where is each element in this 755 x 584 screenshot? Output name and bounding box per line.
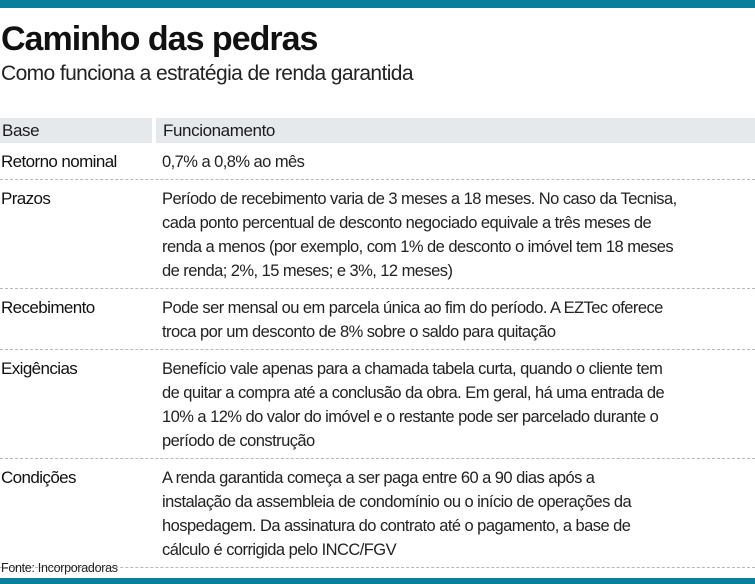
page-title: Caminho das pedras	[1, 20, 318, 58]
row-label: Condições	[1, 468, 77, 487]
row-value: Pode ser mensal ou em parcela única ao f…	[162, 299, 663, 341]
row-value: A renda garantida começa a ser paga entr…	[162, 469, 632, 559]
column-header-base: Base	[0, 118, 152, 143]
row-value: Período de recebimento varia de 3 meses …	[162, 190, 677, 280]
column-header-funcionamento: Funcionamento	[156, 118, 755, 143]
row-label: Retorno nominal	[1, 152, 117, 171]
bottom-accent-bar	[0, 578, 755, 584]
page-subtitle: Como funciona a estratégia de renda gara…	[1, 62, 414, 85]
row-value: 0,7% a 0,8% ao mês	[162, 153, 305, 171]
row-value: Benefício vale apenas para a chamada tab…	[162, 360, 665, 450]
row-label: Exigências	[1, 359, 78, 378]
row-label: Recebimento	[1, 298, 95, 317]
row-label: Prazos	[1, 189, 51, 208]
table-row: Exigências Benefício vale apenas para a …	[0, 350, 755, 459]
table-row: Condições A renda garantida começa a ser…	[0, 459, 755, 568]
info-table: Base Funcionamento Retorno nominal 0,7% …	[0, 118, 755, 568]
table-row: Retorno nominal 0,7% a 0,8% ao mês	[0, 143, 755, 180]
source-note: Fonte: Incorporadoras	[1, 561, 118, 575]
top-accent-bar	[0, 0, 755, 8]
table-row: Recebimento Pode ser mensal ou em parcel…	[0, 289, 755, 350]
table-row: Prazos Período de recebimento varia de 3…	[0, 180, 755, 289]
table-header: Base Funcionamento	[0, 118, 755, 143]
